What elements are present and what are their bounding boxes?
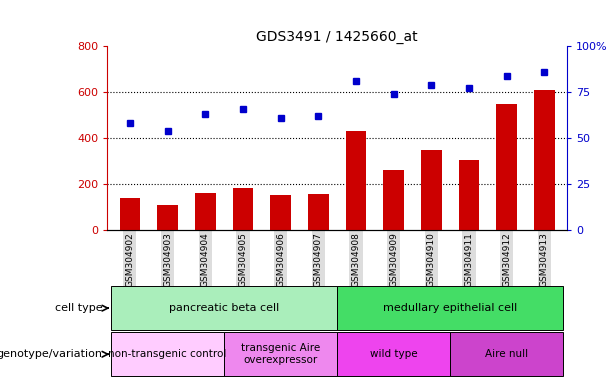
Bar xyxy=(224,332,337,376)
Bar xyxy=(497,104,517,230)
Bar xyxy=(232,189,253,230)
Text: non-transgenic control: non-transgenic control xyxy=(109,349,227,359)
Bar xyxy=(270,195,291,230)
Text: medullary epithelial cell: medullary epithelial cell xyxy=(383,303,517,313)
Bar xyxy=(421,150,442,230)
Title: GDS3491 / 1425660_at: GDS3491 / 1425660_at xyxy=(256,30,418,44)
Bar xyxy=(111,332,224,376)
Bar xyxy=(157,205,178,230)
Bar xyxy=(120,198,140,230)
Bar xyxy=(337,286,563,330)
Bar xyxy=(450,332,563,376)
Bar xyxy=(308,194,329,230)
Text: transgenic Aire
overexpressor: transgenic Aire overexpressor xyxy=(241,343,320,365)
Bar xyxy=(459,160,479,230)
Text: pancreatic beta cell: pancreatic beta cell xyxy=(169,303,280,313)
Bar xyxy=(534,90,555,230)
Bar xyxy=(337,332,450,376)
Bar xyxy=(383,170,404,230)
Text: cell type: cell type xyxy=(55,303,103,313)
Bar xyxy=(195,193,216,230)
Bar xyxy=(346,131,367,230)
Bar xyxy=(111,286,337,330)
Text: Aire null: Aire null xyxy=(485,349,528,359)
Text: genotype/variation: genotype/variation xyxy=(0,349,103,359)
Text: wild type: wild type xyxy=(370,349,417,359)
